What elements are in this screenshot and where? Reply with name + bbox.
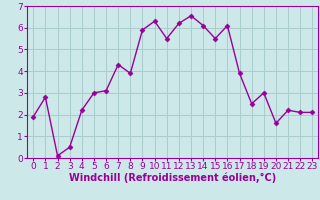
X-axis label: Windchill (Refroidissement éolien,°C): Windchill (Refroidissement éolien,°C) — [69, 173, 276, 183]
